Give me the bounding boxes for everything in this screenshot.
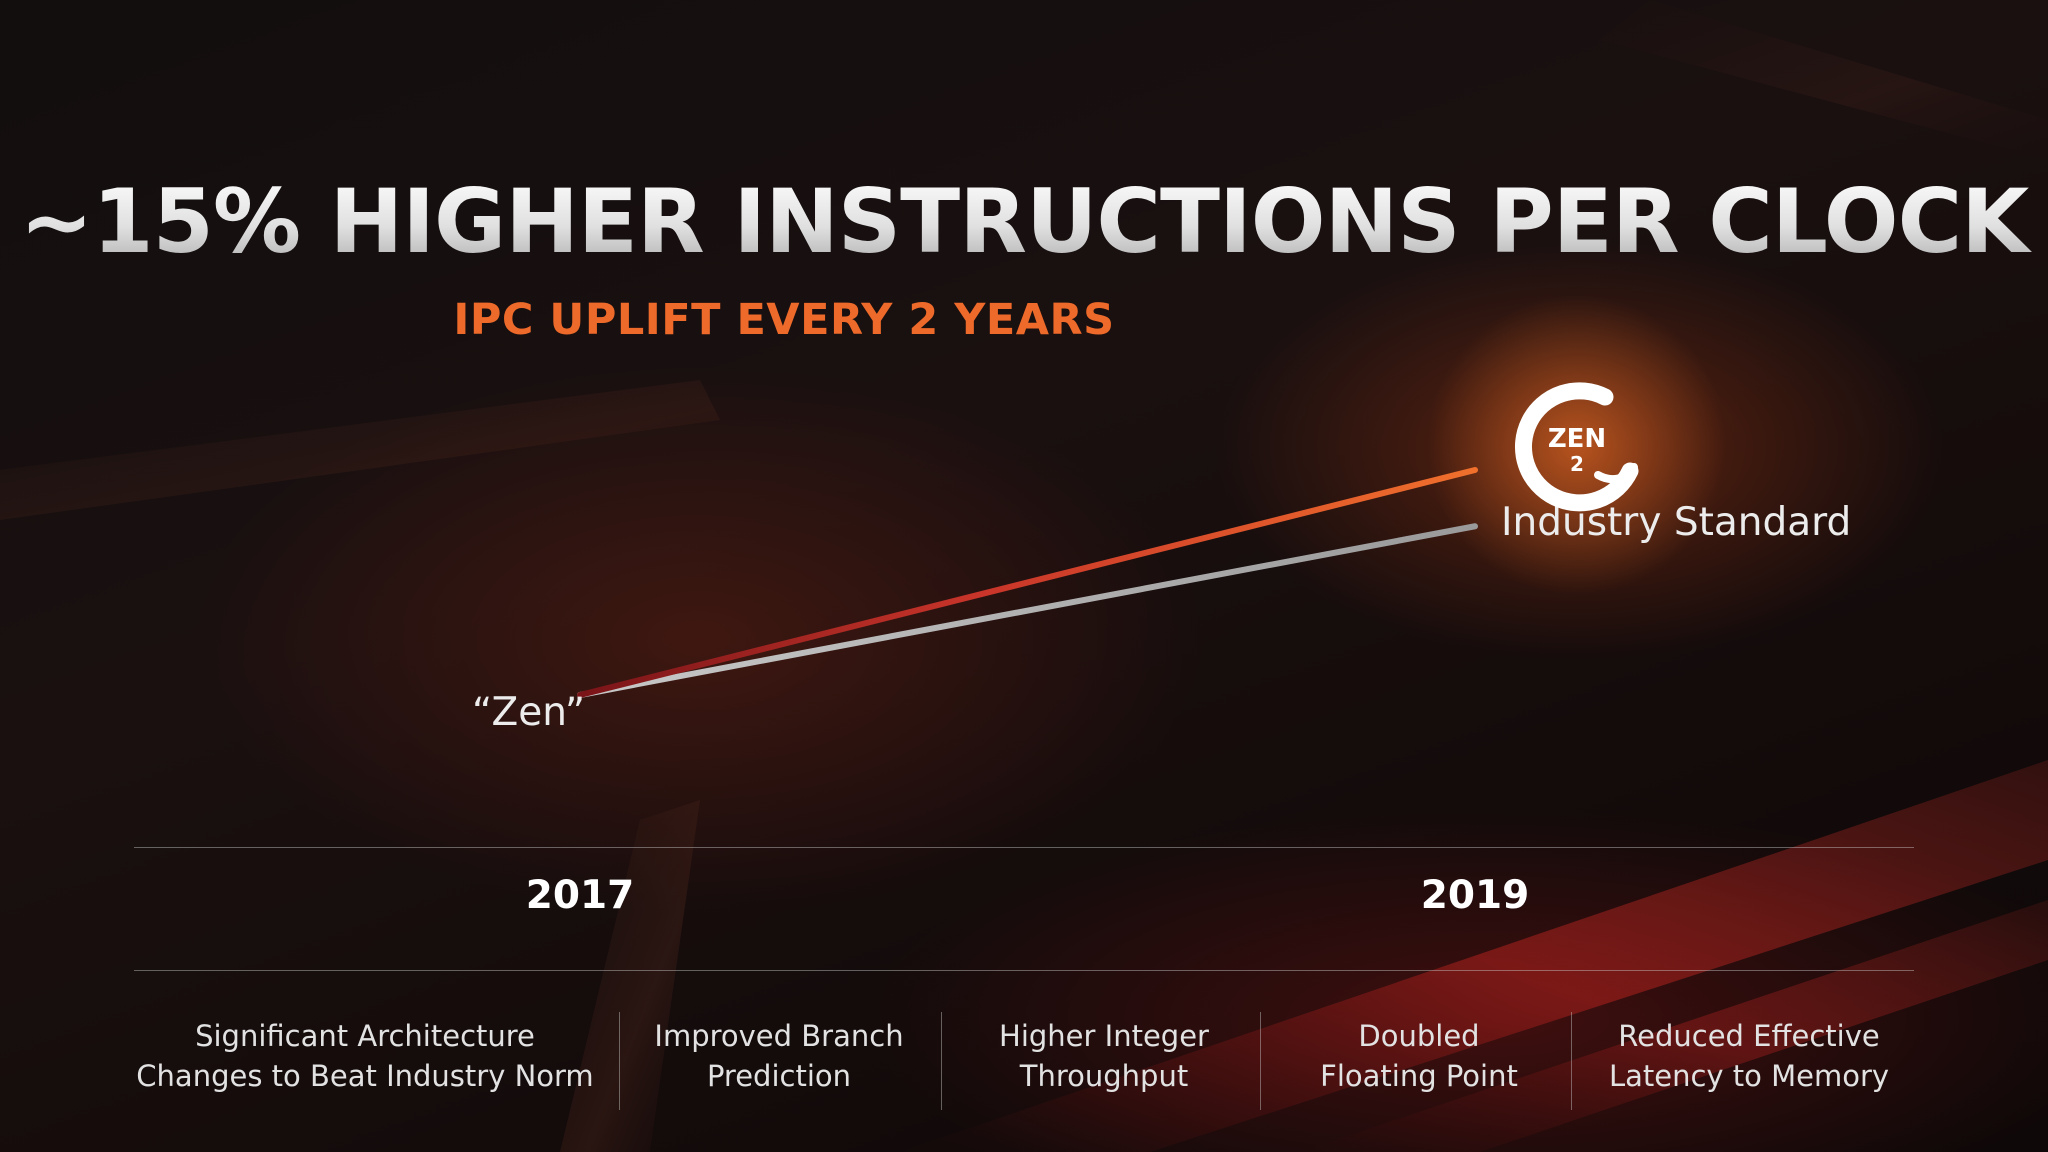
feature-line: Changes to Beat Industry Norm — [136, 1059, 594, 1093]
feature-item: Reduced Effective Latency to Memory — [1584, 1016, 1914, 1096]
feature-line: Reduced Effective — [1618, 1019, 1880, 1053]
series-line-industry-standard — [577, 523, 1478, 698]
feature-divider — [941, 1012, 942, 1110]
feature-line: Prediction — [706, 1059, 852, 1093]
feature-line: Floating Point — [1320, 1059, 1518, 1093]
feature-divider — [1571, 1012, 1572, 1110]
feature-line: Higher Integer — [999, 1019, 1209, 1053]
feature-line: Throughput — [1019, 1059, 1189, 1093]
feature-divider — [1260, 1012, 1261, 1110]
feature-line: Significant Architecture — [195, 1019, 535, 1053]
feature-divider — [619, 1012, 620, 1110]
axis-top-rule — [134, 847, 1914, 848]
zen-2-logo-icon: ZEN 2 — [1515, 382, 1639, 512]
zen-logo-text: ZEN — [1548, 424, 1606, 454]
feature-item: Significant Architecture Changes to Beat… — [134, 1016, 596, 1096]
feature-line: Doubled — [1358, 1019, 1480, 1053]
feature-item: Improved Branch Prediction — [634, 1016, 924, 1096]
axis-bottom-rule — [134, 970, 1914, 971]
feature-item: Higher Integer Throughput — [954, 1016, 1254, 1096]
feature-list: Significant Architecture Changes to Beat… — [134, 1012, 1914, 1112]
feature-item: Doubled Floating Point — [1274, 1016, 1564, 1096]
zen-start-label: “Zen” — [472, 690, 586, 735]
logo-glow — [1427, 295, 1727, 595]
x-tick-2019: 2019 — [1420, 873, 1530, 918]
feature-line: Latency to Memory — [1608, 1059, 1890, 1093]
x-tick-2017: 2017 — [525, 873, 635, 918]
feature-line: Improved Branch — [654, 1019, 904, 1053]
slide-subtitle: IPC UPLIFT EVERY 2 YEARS — [453, 295, 1115, 345]
slide-title: ~15% HIGHER INSTRUCTIONS PER CLOCK — [0, 170, 2048, 273]
zen-logo-subtext: 2 — [1570, 452, 1584, 476]
series-line-zen-2 — [577, 467, 1478, 698]
